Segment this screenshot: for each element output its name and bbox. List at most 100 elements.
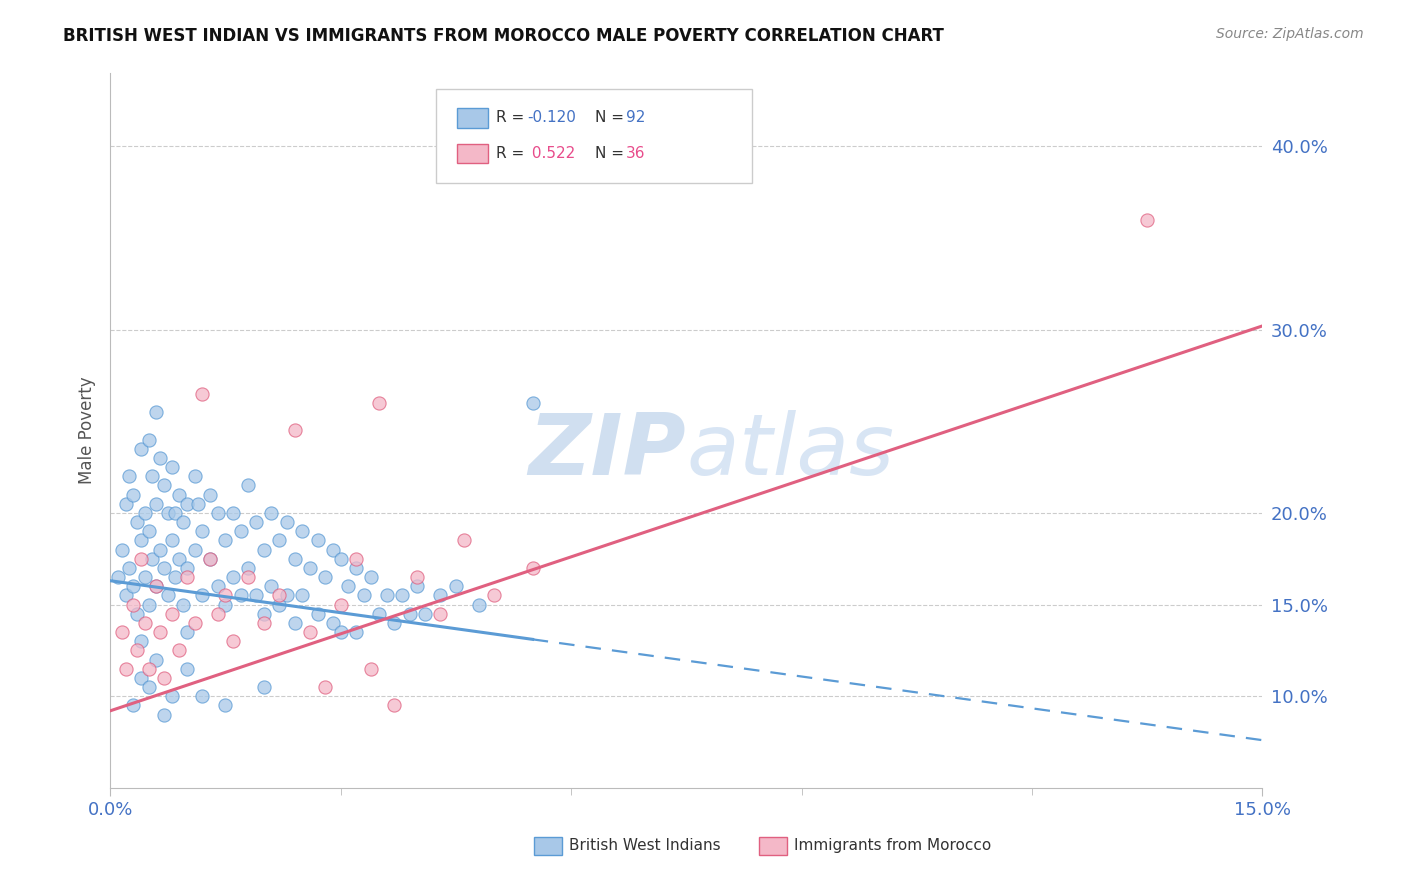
Point bbox=[238, 478, 260, 492]
Point bbox=[160, 689, 183, 703]
Point bbox=[145, 405, 167, 419]
Point bbox=[484, 588, 506, 602]
Point bbox=[138, 598, 160, 612]
Text: R =: R = bbox=[496, 146, 530, 161]
Point bbox=[253, 542, 276, 557]
Point bbox=[207, 506, 229, 520]
Point bbox=[344, 551, 367, 566]
Point bbox=[191, 386, 214, 401]
Point bbox=[114, 497, 136, 511]
Point bbox=[413, 607, 436, 621]
Point bbox=[129, 551, 152, 566]
Point bbox=[169, 487, 191, 501]
Point bbox=[329, 598, 352, 612]
Point bbox=[153, 707, 176, 722]
Point bbox=[1136, 212, 1159, 227]
Point bbox=[145, 579, 167, 593]
Point bbox=[191, 588, 214, 602]
Point bbox=[111, 625, 134, 640]
Point bbox=[291, 588, 314, 602]
Point bbox=[165, 506, 187, 520]
Point bbox=[122, 487, 145, 501]
Point bbox=[169, 551, 191, 566]
Point bbox=[191, 524, 214, 539]
Point bbox=[382, 698, 405, 713]
Point bbox=[322, 615, 344, 630]
Point bbox=[153, 671, 176, 685]
Text: Source: ZipAtlas.com: Source: ZipAtlas.com bbox=[1216, 27, 1364, 41]
Point bbox=[156, 506, 179, 520]
Point bbox=[269, 533, 291, 548]
Point bbox=[337, 579, 360, 593]
Point bbox=[298, 561, 321, 575]
Point bbox=[253, 607, 276, 621]
Point bbox=[276, 588, 298, 602]
Point bbox=[153, 478, 176, 492]
Text: N =: N = bbox=[595, 111, 628, 125]
Point bbox=[129, 634, 152, 648]
Point bbox=[134, 570, 156, 584]
Point bbox=[269, 598, 291, 612]
Point bbox=[391, 588, 413, 602]
Point bbox=[160, 533, 183, 548]
Point bbox=[229, 588, 252, 602]
Point bbox=[429, 607, 451, 621]
Y-axis label: Male Poverty: Male Poverty bbox=[79, 376, 96, 484]
Point bbox=[406, 570, 429, 584]
Point bbox=[269, 588, 291, 602]
Point bbox=[160, 460, 183, 475]
Point bbox=[522, 561, 544, 575]
Point bbox=[134, 506, 156, 520]
Point bbox=[107, 570, 129, 584]
Point bbox=[138, 433, 160, 447]
Point bbox=[222, 634, 245, 648]
Text: British West Indians: British West Indians bbox=[569, 838, 721, 853]
Point bbox=[283, 615, 305, 630]
Point bbox=[176, 625, 198, 640]
Point bbox=[253, 615, 276, 630]
Point bbox=[138, 680, 160, 694]
Point bbox=[329, 625, 352, 640]
Point bbox=[169, 643, 191, 657]
Point bbox=[198, 551, 221, 566]
Point bbox=[245, 588, 267, 602]
Point bbox=[322, 542, 344, 557]
Point bbox=[149, 625, 172, 640]
Point bbox=[129, 671, 152, 685]
Point bbox=[314, 680, 336, 694]
Point bbox=[260, 506, 283, 520]
Point bbox=[145, 579, 167, 593]
Point bbox=[307, 533, 329, 548]
Point bbox=[165, 570, 187, 584]
Point bbox=[141, 551, 163, 566]
Point bbox=[172, 515, 194, 529]
Point bbox=[160, 607, 183, 621]
Point bbox=[245, 515, 267, 529]
Point bbox=[176, 570, 198, 584]
Point bbox=[145, 652, 167, 666]
Point bbox=[314, 570, 336, 584]
Point bbox=[298, 625, 321, 640]
Point bbox=[283, 551, 305, 566]
Point bbox=[176, 497, 198, 511]
Point bbox=[122, 579, 145, 593]
Point bbox=[118, 469, 141, 483]
Point bbox=[122, 598, 145, 612]
Point bbox=[183, 615, 205, 630]
Text: 36: 36 bbox=[626, 146, 645, 161]
Point bbox=[360, 662, 382, 676]
Point bbox=[114, 588, 136, 602]
Text: 92: 92 bbox=[626, 111, 645, 125]
Point bbox=[522, 396, 544, 410]
Point bbox=[453, 533, 475, 548]
Point bbox=[368, 607, 391, 621]
Point bbox=[149, 450, 172, 465]
Text: N =: N = bbox=[595, 146, 628, 161]
Point bbox=[360, 570, 382, 584]
Point bbox=[468, 598, 491, 612]
Point bbox=[214, 598, 236, 612]
Point bbox=[214, 533, 236, 548]
Text: BRITISH WEST INDIAN VS IMMIGRANTS FROM MOROCCO MALE POVERTY CORRELATION CHART: BRITISH WEST INDIAN VS IMMIGRANTS FROM M… bbox=[63, 27, 945, 45]
Point bbox=[276, 515, 298, 529]
Point bbox=[187, 497, 209, 511]
